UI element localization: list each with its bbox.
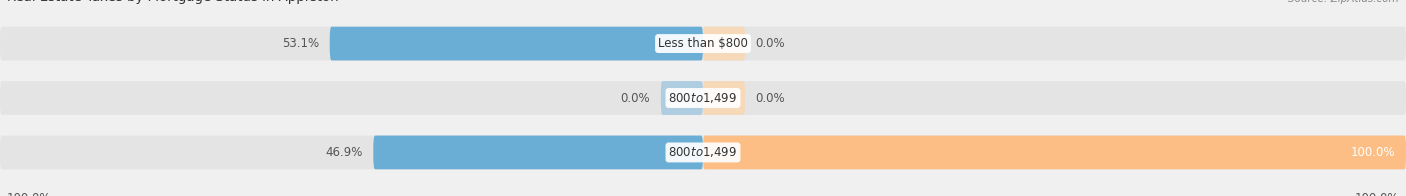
FancyBboxPatch shape: [0, 81, 1406, 115]
Text: $800 to $1,499: $800 to $1,499: [668, 145, 738, 159]
FancyBboxPatch shape: [703, 81, 745, 115]
Text: 53.1%: 53.1%: [283, 37, 319, 50]
FancyBboxPatch shape: [0, 27, 1406, 60]
Text: Source: ZipAtlas.com: Source: ZipAtlas.com: [1288, 0, 1399, 4]
Text: Real Estate Taxes by Mortgage Status in Appleton: Real Estate Taxes by Mortgage Status in …: [7, 0, 339, 4]
Text: 46.9%: 46.9%: [325, 146, 363, 159]
FancyBboxPatch shape: [374, 136, 703, 169]
FancyBboxPatch shape: [703, 27, 745, 60]
FancyBboxPatch shape: [0, 136, 1406, 169]
Text: 0.0%: 0.0%: [620, 92, 650, 104]
Text: 0.0%: 0.0%: [756, 92, 786, 104]
Text: 0.0%: 0.0%: [756, 37, 786, 50]
FancyBboxPatch shape: [703, 136, 1406, 169]
FancyBboxPatch shape: [329, 27, 703, 60]
Text: $800 to $1,499: $800 to $1,499: [668, 91, 738, 105]
Text: Less than $800: Less than $800: [658, 37, 748, 50]
Text: 100.0%: 100.0%: [1354, 192, 1399, 196]
FancyBboxPatch shape: [661, 81, 703, 115]
Text: 100.0%: 100.0%: [7, 192, 52, 196]
Text: 100.0%: 100.0%: [1351, 146, 1396, 159]
